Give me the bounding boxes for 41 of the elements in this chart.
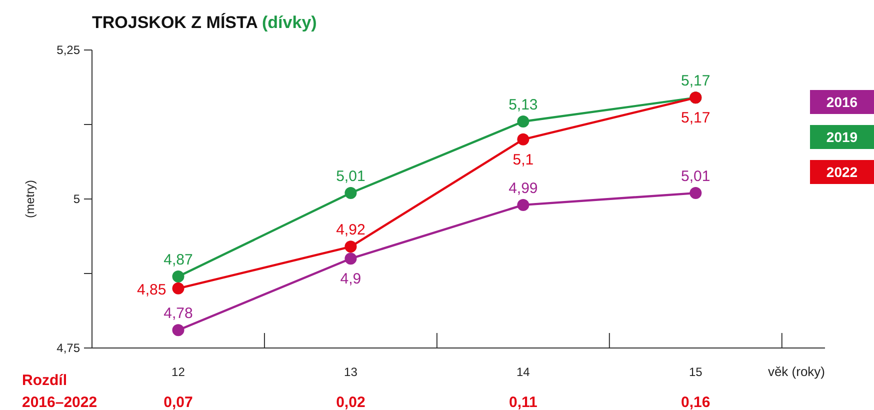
text: 0,07 <box>164 394 193 410</box>
x-tick-label: 14 <box>516 365 530 379</box>
y-tick-label: 4,75 <box>56 341 80 355</box>
data-label: 5,13 <box>508 96 538 114</box>
text: 0,16 <box>681 394 710 410</box>
x-tick-label: 15 <box>688 365 703 379</box>
data-label: 5,01 <box>336 168 366 186</box>
text: Rozdíl 2016–2022 <box>22 372 98 410</box>
text: 0,11 <box>508 394 538 410</box>
text: 2016 <box>826 94 858 110</box>
data-label: 4,85 <box>137 281 166 298</box>
chart-title: TROJSKOK Z MÍSTA <box>92 13 258 32</box>
y-axis-title: (metry) <box>23 180 37 218</box>
chart-subtitle: (dívky) <box>257 13 317 32</box>
point <box>172 270 184 282</box>
point <box>517 198 530 211</box>
text: 0,02 <box>336 394 366 410</box>
data-label: 5,1 <box>512 151 534 168</box>
text: 2019 <box>826 129 858 145</box>
point <box>344 252 357 265</box>
point <box>690 187 702 200</box>
y-tick-label: 5 <box>73 192 80 206</box>
data-label: 4,87 <box>164 251 193 268</box>
data-label: 4,92 <box>336 222 366 239</box>
data-label: 4,99 <box>508 180 538 197</box>
data-label: 4,9 <box>340 270 362 288</box>
point <box>517 116 530 128</box>
point <box>344 240 357 253</box>
x-tick-label: 12 <box>172 365 186 379</box>
data-label: 4,78 <box>164 305 193 322</box>
x-axis-title: věk (roky) <box>768 364 825 379</box>
data-label: 5,17 <box>681 110 710 127</box>
data-label: 5,01 <box>681 168 710 186</box>
point <box>172 324 184 336</box>
y-tick-label: 5,25 <box>56 43 80 57</box>
point <box>517 133 530 146</box>
point <box>344 187 357 200</box>
point <box>172 282 184 294</box>
text: 2022 <box>826 164 858 180</box>
x-tick-label: 13 <box>344 365 358 379</box>
data-label: 5,17 <box>681 72 710 90</box>
